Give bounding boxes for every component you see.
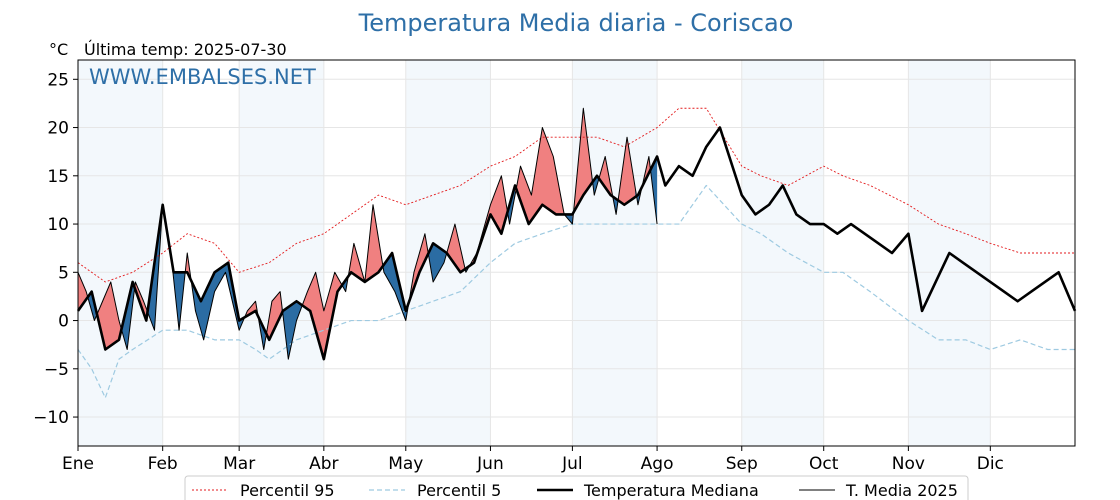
fill-above-median [244, 301, 259, 318]
legend-label: T. Media 2025 [845, 481, 958, 500]
month-band [572, 60, 658, 446]
y-tick-label: 10 [47, 215, 69, 235]
x-axis: Ene Feb Mar Abr May Jun Jul Ago Sep Oct Nov Dic [62, 446, 1004, 474]
y-unit-label: °C [49, 40, 68, 59]
x-tick-label: Jul [561, 454, 583, 474]
y-tick-label: 0 [58, 312, 69, 332]
month-band [741, 60, 824, 446]
watermark: WWW.EMBALSES.NET [89, 65, 316, 89]
chart-title: Temperatura Media diaria - Coriscao [358, 9, 794, 37]
line-percentil-5 [77, 184, 1075, 399]
x-tick-label: Feb [148, 454, 178, 474]
fill-above-median [515, 127, 566, 225]
series-lines [76, 107, 1077, 399]
line-temperatura-mediana [76, 126, 1077, 361]
grid-lines [77, 60, 1075, 446]
last-temp-label: Última temp: 2025-07-30 [84, 40, 287, 59]
fill-below-median [146, 204, 165, 331]
anomaly-fills [78, 108, 658, 360]
x-tick-label: Oct [809, 454, 839, 474]
y-tick-label: 25 [47, 70, 69, 90]
fill-below-median [564, 209, 574, 225]
fill-below-median [87, 291, 98, 321]
legend-label: Percentil 5 [417, 481, 501, 500]
legend: Percentil 95 Percentil 5 Temperatura Media… [184, 475, 969, 500]
fill-above-median [78, 272, 89, 311]
x-tick-label: Nov [892, 454, 925, 474]
fill-above-median [617, 137, 637, 205]
y-tick-label: 5 [58, 263, 69, 283]
line-t-media-2025 [77, 107, 658, 360]
x-tick-label: Sep [726, 454, 758, 474]
month-band [239, 60, 324, 446]
x-tick-label: Ago [641, 454, 674, 474]
fill-below-median [189, 262, 246, 340]
y-tick-label: −5 [44, 360, 69, 380]
x-tick-label: Abr [309, 454, 338, 474]
legend-label: Temperatura Mediana [583, 481, 759, 500]
y-tick-label: 20 [47, 119, 69, 139]
fill-below-median [427, 243, 449, 282]
y-tick-label: −10 [33, 408, 69, 428]
plot-frame [77, 59, 1076, 447]
x-tick-label: May [388, 454, 423, 474]
fill-above-median [301, 272, 343, 360]
x-tick-label: Ene [62, 454, 94, 474]
line-percentil-95 [77, 107, 1075, 283]
x-tick-label: Dic [977, 454, 1004, 474]
x-tick-label: Mar [223, 454, 255, 474]
month-band [78, 60, 163, 446]
fill-below-median [506, 185, 517, 225]
y-axis: −10 −5 0 5 10 15 20 25 [33, 70, 78, 428]
month-bands [78, 60, 991, 446]
x-tick-label: Jun [476, 454, 504, 474]
legend-box [184, 475, 969, 500]
fill-above-median [572, 108, 593, 225]
fill-above-median [347, 204, 384, 284]
fill-above-median [468, 175, 509, 268]
fill-below-median [120, 281, 136, 350]
y-tick-label: 15 [47, 167, 69, 187]
legend-label: Percentil 95 [240, 481, 335, 500]
fill-above-median [265, 291, 283, 342]
